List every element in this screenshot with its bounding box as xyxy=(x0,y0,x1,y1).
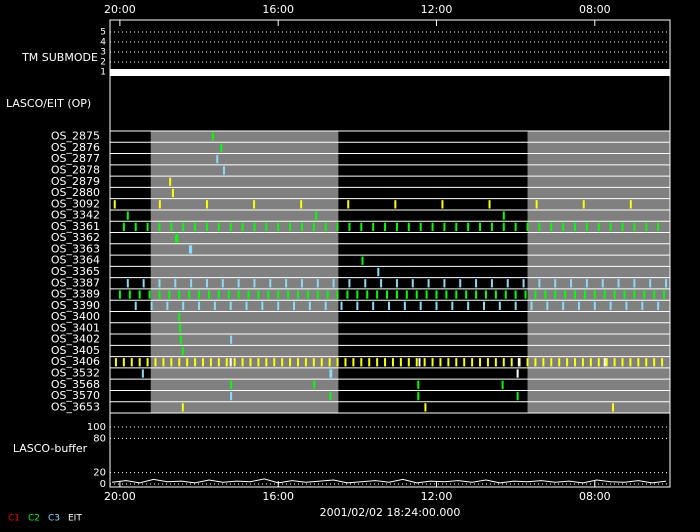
row-label: OS_3532 xyxy=(51,367,100,380)
row-label: OS_3092 xyxy=(51,197,100,210)
submode-label: TM SUBMODE xyxy=(21,51,98,64)
submode-bar xyxy=(110,69,670,76)
row-label: OS_3653 xyxy=(51,400,100,413)
row-label: OS_2878 xyxy=(51,163,100,176)
legend-entry: EIT xyxy=(68,514,82,524)
x-tick-label: 16:00 xyxy=(262,490,294,503)
legend-entry: C1 xyxy=(8,514,20,524)
buffer-tick-label: 20 xyxy=(93,468,106,479)
row-label: OS_3568 xyxy=(51,378,100,391)
row-label: OS_3387 xyxy=(51,276,100,289)
row-label: OS_2876 xyxy=(51,141,100,154)
row-label: OS_3363 xyxy=(51,242,100,255)
x-tick-label: 16:00 xyxy=(262,3,294,16)
row-label: OS_2875 xyxy=(51,130,100,143)
row-label: OS_3390 xyxy=(51,299,100,312)
buffer-label: LASCO-buffer xyxy=(13,442,88,455)
row-label: OS_3400 xyxy=(51,310,100,323)
x-tick-label: 20:00 xyxy=(104,3,136,16)
section-label: LASCO/EIT (OP) xyxy=(6,97,91,110)
row-label: OS_2880 xyxy=(51,186,100,199)
submode-tick-label: 3 xyxy=(100,48,106,58)
submode-tick-label: 4 xyxy=(100,38,106,48)
row-label: OS_3401 xyxy=(51,321,100,334)
row-label: OS_3365 xyxy=(51,265,100,278)
shaded-band xyxy=(527,131,670,413)
row-label: OS_3405 xyxy=(51,344,100,357)
buffer-line xyxy=(111,478,667,484)
row-label: OS_2879 xyxy=(51,175,100,188)
x-tick-label: 08:00 xyxy=(579,3,611,16)
x-tick-label: 08:00 xyxy=(579,490,611,503)
submode-tick-label: 2 xyxy=(100,58,106,68)
row-label: OS_3402 xyxy=(51,333,100,346)
x-tick-label: 12:00 xyxy=(421,3,453,16)
date-label: 2001/02/02 18:24:00.000 xyxy=(320,506,461,519)
row-label: OS_3389 xyxy=(51,288,100,301)
row-label: OS_3362 xyxy=(51,231,100,244)
plot-frame xyxy=(109,19,671,488)
legend-entry: C3 xyxy=(48,514,60,524)
shaded-band xyxy=(150,131,339,413)
row-label: OS_3570 xyxy=(51,389,100,402)
row-label: OS_3364 xyxy=(51,254,100,267)
legend-entry: C2 xyxy=(28,514,40,524)
row-label: OS_3361 xyxy=(51,220,100,233)
row-label: OS_2877 xyxy=(51,152,100,165)
row-label: OS_3342 xyxy=(51,209,100,222)
buffer-tick-label: 80 xyxy=(93,433,106,444)
buffer-tick-label: 100 xyxy=(87,422,106,433)
x-tick-label: 20:00 xyxy=(104,490,136,503)
submode-tick-label: 1 xyxy=(100,68,106,78)
row-label: OS_3406 xyxy=(51,355,100,368)
buffer-tick-label: 0 xyxy=(100,479,106,490)
submode-tick-label: 5 xyxy=(100,28,106,38)
x-tick-label: 12:00 xyxy=(421,490,453,503)
